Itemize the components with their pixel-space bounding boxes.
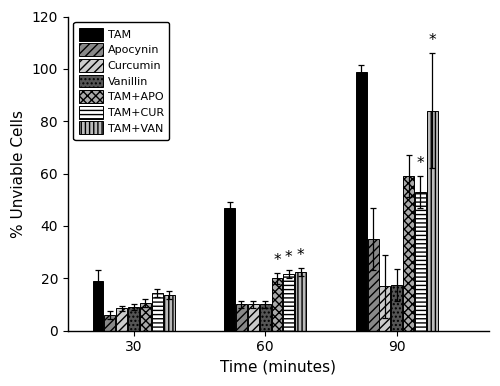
Text: *: * — [416, 156, 424, 171]
Bar — [296, 272, 306, 331]
Bar — [368, 239, 378, 331]
Bar — [284, 274, 294, 331]
Bar — [224, 208, 235, 331]
Bar — [356, 71, 366, 331]
Bar — [403, 176, 414, 331]
Bar — [104, 315, 116, 331]
X-axis label: Time (minutes): Time (minutes) — [220, 360, 336, 375]
Bar — [128, 307, 139, 331]
Y-axis label: % Unviable Cells: % Unviable Cells — [11, 110, 26, 238]
Bar — [427, 111, 438, 331]
Text: *: * — [273, 253, 281, 268]
Bar — [236, 305, 247, 331]
Text: *: * — [285, 250, 292, 265]
Text: *: * — [297, 247, 304, 262]
Bar — [92, 281, 104, 331]
Bar — [260, 305, 270, 331]
Bar — [116, 308, 127, 331]
Bar — [392, 285, 402, 331]
Bar — [164, 295, 174, 331]
Legend: TAM, Apocynin, Curcumin, Vanillin, TAM+APO, TAM+CUR, TAM+VAN: TAM, Apocynin, Curcumin, Vanillin, TAM+A… — [74, 22, 170, 140]
Bar — [152, 293, 162, 331]
Bar — [140, 303, 151, 331]
Bar — [272, 278, 282, 331]
Bar — [415, 192, 426, 331]
Text: *: * — [428, 33, 436, 48]
Bar — [248, 305, 259, 331]
Bar — [380, 286, 390, 331]
